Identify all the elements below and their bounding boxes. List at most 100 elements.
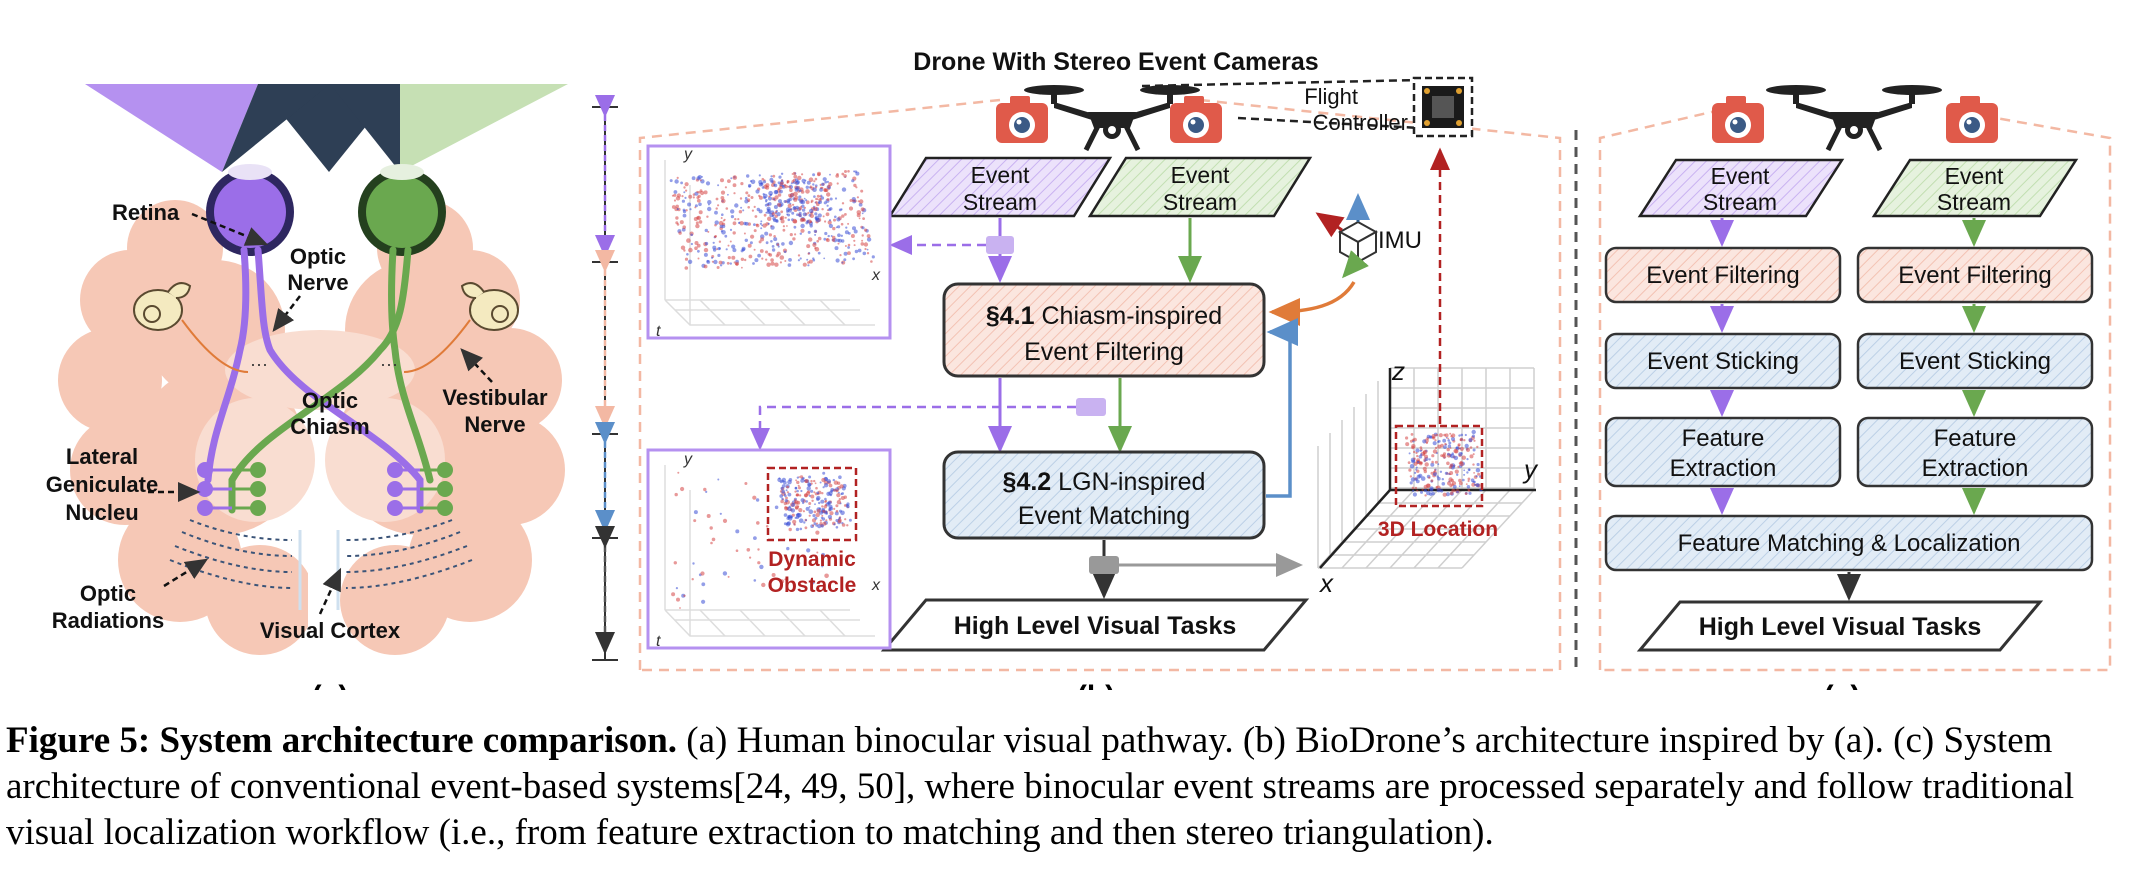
event-point [790, 192, 795, 197]
event-point [824, 231, 828, 236]
event-point [813, 195, 816, 198]
event-point [732, 231, 736, 235]
event-point [1432, 441, 1437, 446]
retina-label: Retina [112, 200, 180, 225]
event-point [1424, 494, 1427, 497]
event-point [1447, 444, 1452, 448]
event-point [773, 237, 778, 242]
event-point [780, 210, 784, 214]
event-point [822, 471, 826, 475]
event-point [697, 194, 701, 198]
event-point [821, 565, 824, 568]
event-point [798, 189, 802, 193]
event-point [824, 497, 827, 501]
architecture-figure: ··· ··· Retina Optic Nerve Optic Chiasm … [46, 48, 2112, 690]
event-point [827, 514, 833, 520]
event-point [1422, 466, 1427, 471]
event-point [686, 253, 689, 256]
event-point [1475, 483, 1480, 488]
event-point [794, 486, 798, 490]
event-point [844, 230, 849, 235]
figure-caption: Figure 5: System architecture comparison… [6, 718, 2140, 856]
event-point [727, 244, 730, 247]
event-point [674, 179, 679, 184]
event-point [739, 221, 744, 226]
event-point [1414, 471, 1417, 474]
event-point [1451, 488, 1456, 493]
event-point [759, 249, 764, 253]
event-point [692, 196, 695, 199]
event-point [847, 251, 851, 256]
event-point [866, 248, 869, 251]
event-point [1424, 454, 1428, 459]
event-point [1458, 481, 1463, 486]
event-point [1451, 433, 1456, 438]
event-point [799, 232, 802, 235]
svg-text:Event Filtering: Event Filtering [1898, 262, 2051, 289]
event-point [830, 488, 834, 492]
event-point [726, 261, 730, 265]
event-point [1422, 439, 1427, 444]
event-point [1442, 438, 1447, 443]
event-point [758, 174, 761, 177]
event-point [741, 246, 746, 251]
event-point [750, 234, 755, 239]
feature-extraction-left-c: Feature Extraction [1604, 416, 1842, 488]
event-point [750, 179, 756, 185]
event-point [1408, 468, 1412, 472]
event-point [813, 180, 816, 183]
event-point [856, 213, 861, 218]
event-point [795, 479, 797, 482]
event-point [1412, 492, 1417, 497]
panel-b: Drone With Stereo Event Cameras Flight C… [638, 48, 1562, 690]
event-point [801, 204, 805, 208]
event-point [1447, 452, 1450, 456]
event-point [765, 250, 768, 254]
event-point [753, 229, 757, 233]
event-point [1410, 433, 1414, 436]
event-point [796, 180, 800, 185]
event-point [1411, 489, 1415, 492]
event-point [785, 207, 791, 212]
event-point [766, 202, 770, 206]
event-point [786, 180, 789, 183]
optic-nerve-label-2: Nerve [287, 270, 348, 295]
event-point [785, 496, 788, 500]
event-point [1463, 469, 1466, 472]
event-point [703, 247, 709, 253]
event-point [836, 500, 842, 505]
svg-text:Event Sticking: Event Sticking [1647, 348, 1799, 375]
drone-icon-c [1766, 85, 1942, 150]
event-point [775, 210, 778, 213]
event-point [743, 232, 746, 235]
event-point [797, 254, 801, 257]
event-point [712, 241, 715, 244]
dynamic-obstacle-label-2: Obstacle [768, 574, 857, 597]
event-point [823, 188, 828, 193]
event-point [817, 251, 821, 255]
event-sticking-right-c: Event Sticking [1856, 332, 2094, 390]
event-point [1419, 446, 1423, 449]
event-point [730, 209, 735, 214]
event-point [787, 218, 791, 222]
event-point [724, 186, 728, 189]
event-point [1447, 481, 1452, 486]
event-point [1475, 475, 1478, 478]
event-point [1469, 446, 1473, 449]
event-point [786, 225, 788, 227]
optic-radiations-label-2: Radiations [52, 608, 164, 633]
sublabel-b: (b) [1077, 680, 1115, 690]
event-point [734, 218, 737, 221]
event-point [844, 518, 847, 521]
event-point [808, 475, 812, 479]
svg-text:§4.1 Chiasm-inspired: §4.1 Chiasm-inspired [986, 302, 1222, 330]
event-point [1472, 463, 1475, 466]
event-point [864, 247, 867, 251]
event-point [803, 206, 807, 209]
event-point [794, 187, 799, 192]
event-point [1423, 453, 1426, 456]
event-point [765, 258, 768, 261]
event-point [794, 490, 797, 493]
event-point [783, 250, 787, 254]
event-point [1405, 436, 1409, 440]
